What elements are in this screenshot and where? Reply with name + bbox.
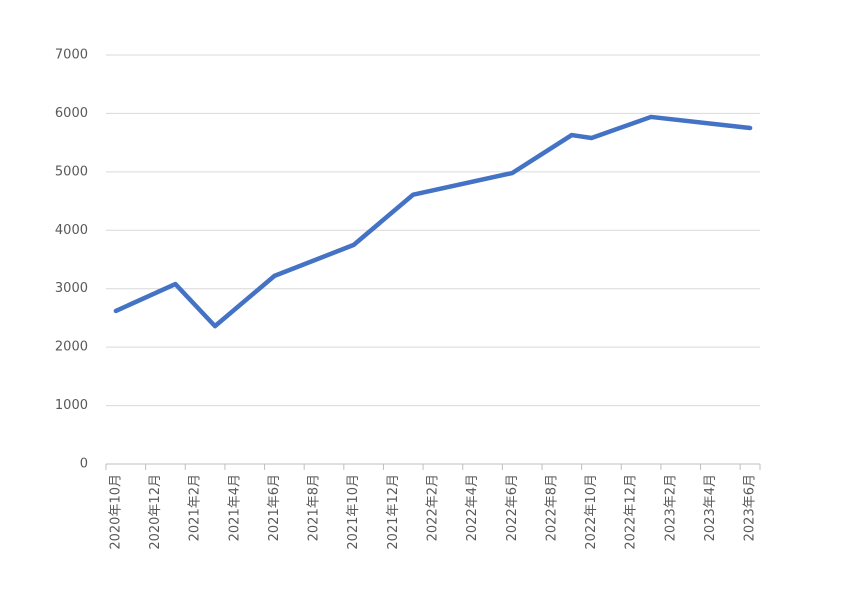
x-tick-label: 2021年8月 bbox=[307, 474, 322, 541]
y-tick-label: 6000 bbox=[55, 106, 88, 121]
y-tick-label: 1000 bbox=[55, 398, 88, 413]
x-tick-label: 2022年2月 bbox=[426, 474, 441, 541]
x-tick-label: 2020年12月 bbox=[148, 474, 163, 550]
x-tick-label: 2021年12月 bbox=[386, 474, 401, 550]
x-tick-label: 2021年6月 bbox=[267, 474, 282, 541]
x-tick-label: 2020年10月 bbox=[108, 474, 123, 550]
x-tick-label: 2021年10月 bbox=[346, 474, 361, 550]
y-tick-label: 7000 bbox=[55, 48, 88, 63]
x-tick-label: 2021年4月 bbox=[227, 474, 242, 541]
x-tick-label: 2022年4月 bbox=[465, 474, 480, 541]
data-line bbox=[113, 114, 753, 329]
y-tick-label: 3000 bbox=[55, 281, 88, 296]
x-tick-label: 2022年6月 bbox=[505, 474, 520, 541]
x-tick-label: 2021年2月 bbox=[188, 474, 203, 541]
y-tick-label: 5000 bbox=[55, 164, 88, 179]
x-tick-label: 2022年10月 bbox=[584, 474, 599, 550]
x-tick-label: 2023年4月 bbox=[703, 474, 718, 541]
y-tick-label: 4000 bbox=[55, 223, 88, 238]
x-tick-label: 2022年12月 bbox=[624, 474, 639, 550]
y-tick-label: 2000 bbox=[55, 340, 88, 355]
x-tick-label: 2023年2月 bbox=[663, 474, 678, 541]
x-tick-label: 2022年8月 bbox=[544, 474, 559, 541]
y-tick-label: 0 bbox=[80, 457, 88, 472]
x-tick-label: 2023年6月 bbox=[743, 474, 758, 541]
